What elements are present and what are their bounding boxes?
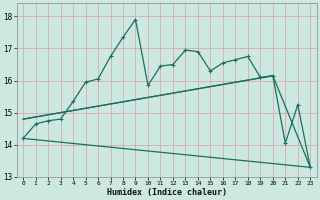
X-axis label: Humidex (Indice chaleur): Humidex (Indice chaleur) <box>107 188 227 197</box>
